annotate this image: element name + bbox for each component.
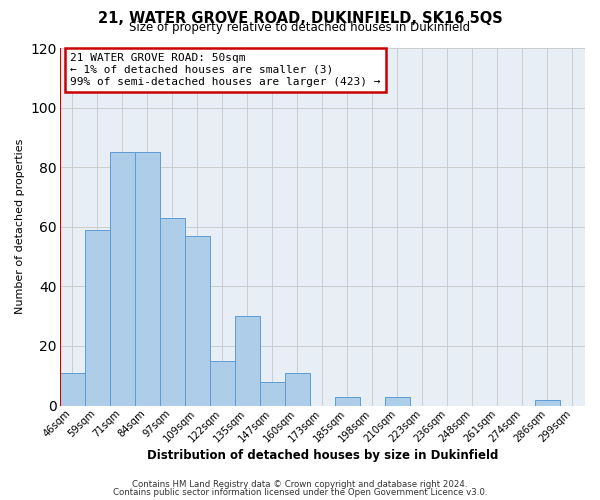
Bar (210, 361, 235, 406)
Bar (185, 236, 210, 406)
Bar (85, 230, 110, 406)
Text: Contains HM Land Registry data © Crown copyright and database right 2024.: Contains HM Land Registry data © Crown c… (132, 480, 468, 489)
Bar (110, 152, 135, 406)
Bar (60, 373, 85, 406)
Text: Size of property relative to detached houses in Dukinfield: Size of property relative to detached ho… (130, 22, 470, 35)
Bar (335, 396, 360, 406)
Text: Contains public sector information licensed under the Open Government Licence v3: Contains public sector information licen… (113, 488, 487, 497)
Bar (135, 152, 160, 406)
Text: 21 WATER GROVE ROAD: 50sqm
← 1% of detached houses are smaller (3)
99% of semi-d: 21 WATER GROVE ROAD: 50sqm ← 1% of detac… (70, 54, 381, 86)
Bar (535, 400, 560, 406)
Bar (160, 218, 185, 406)
Bar (235, 316, 260, 406)
Bar (260, 382, 285, 406)
Bar (385, 396, 410, 406)
X-axis label: Distribution of detached houses by size in Dukinfield: Distribution of detached houses by size … (146, 450, 498, 462)
Text: 21, WATER GROVE ROAD, DUKINFIELD, SK16 5QS: 21, WATER GROVE ROAD, DUKINFIELD, SK16 5… (98, 11, 502, 26)
Y-axis label: Number of detached properties: Number of detached properties (15, 139, 25, 314)
Bar (285, 373, 310, 406)
